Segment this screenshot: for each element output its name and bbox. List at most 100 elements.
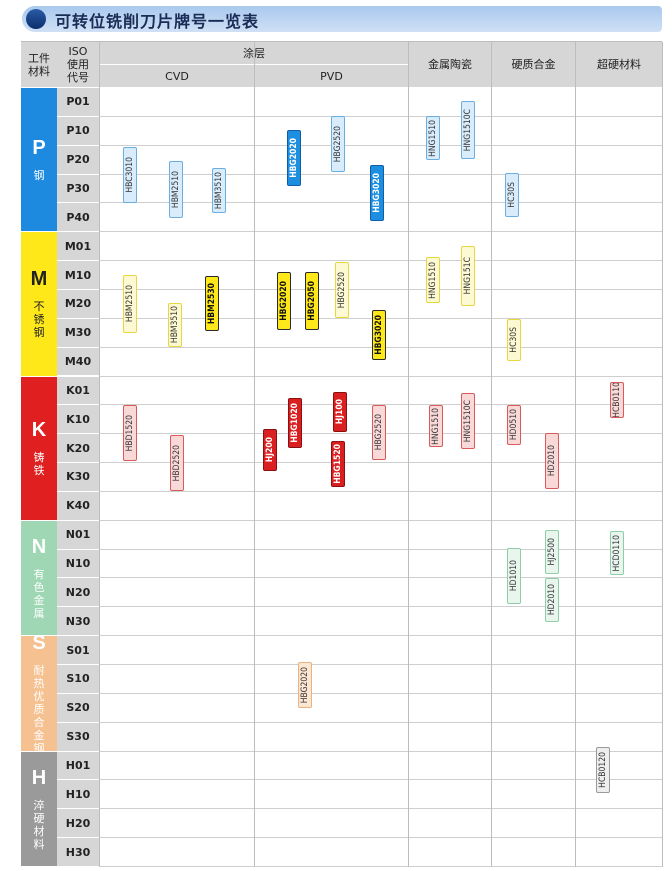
iso-code: P20: [57, 145, 99, 174]
grade-tag: HBG2520: [372, 405, 386, 460]
grade-label: HBG2020: [279, 281, 289, 321]
row-divider: [99, 606, 662, 608]
iso-code: K40: [57, 491, 99, 520]
grade-label: HBG1520: [333, 444, 343, 484]
grade-label: HBG2520: [337, 271, 347, 309]
grade-label: HC30S: [509, 327, 519, 353]
material-letter: N: [31, 535, 47, 558]
iso-code: N20: [57, 578, 99, 607]
row-divider: [99, 577, 662, 579]
grade-label: HCB0120: [598, 752, 608, 788]
header-carbide: 硬质合金: [492, 42, 575, 87]
material-name: 有色金属: [33, 567, 45, 620]
grade-tag: HBG1520: [331, 441, 345, 487]
grade-label: HBG3020: [372, 173, 382, 213]
grade-label: HNG1510: [428, 119, 438, 157]
grade-tag: HJ200: [263, 429, 277, 471]
grade-tag: HNG1510: [426, 116, 440, 160]
grade-tag: HBG2050: [305, 272, 319, 330]
iso-code: K20: [57, 434, 99, 463]
grade-tag: HNG1510C: [461, 101, 475, 159]
grade-label: HBM3510: [214, 171, 224, 210]
page-title: 可转位铣削刀片牌号一览表: [55, 12, 260, 31]
grade-label: HCD0110: [612, 534, 622, 572]
grade-label: HC30S: [507, 182, 517, 208]
iso-code: N01: [57, 520, 99, 549]
material-name: 铸铁: [33, 451, 45, 478]
grade-label: HBG2050: [307, 281, 317, 321]
row-divider: [99, 750, 662, 752]
grade-label: HD2010: [547, 445, 557, 477]
row-divider: [99, 692, 662, 694]
material-letter: K: [31, 419, 47, 442]
column-divider: [491, 42, 492, 867]
grade-label: HBM3510: [170, 306, 180, 344]
table-top-border: [21, 41, 662, 42]
grade-tag: HC30S: [505, 173, 519, 217]
column-divider: [99, 42, 100, 867]
iso-code: H20: [57, 809, 99, 838]
iso-code: S20: [57, 693, 99, 722]
iso-code: M30: [57, 318, 99, 347]
grade-tag: HBG3020: [372, 310, 386, 360]
row-divider: [99, 519, 662, 521]
iso-code: K30: [57, 463, 99, 491]
grade-tag: HBD1520: [123, 405, 137, 461]
grade-tag: HD2010: [545, 578, 559, 622]
grade-label: HNG1510: [428, 261, 438, 299]
grade-label: HBG3020: [374, 315, 384, 355]
material-group-m: M 不锈钢: [21, 232, 57, 376]
iso-code: K10: [57, 405, 99, 434]
grade-tag: HC30S: [507, 319, 521, 361]
row-divider: [99, 779, 662, 781]
iso-code: P01: [57, 88, 99, 116]
header-cermet: 金属陶瓷: [409, 42, 491, 87]
iso-code: N30: [57, 607, 99, 636]
iso-code: M20: [57, 289, 99, 318]
iso-code: S30: [57, 722, 99, 751]
iso-code: P10: [57, 116, 99, 145]
material-group-k: K 铸铁: [21, 376, 57, 520]
grade-tag: HBG2020: [298, 662, 312, 708]
grade-label: HBG1020: [290, 403, 300, 443]
grade-label: HD1010: [509, 560, 519, 592]
iso-code: P40: [57, 203, 99, 232]
header-superhard: 超硬材料: [576, 42, 662, 87]
grade-label: HNG1510C: [463, 399, 473, 443]
grade-tag: HJ100: [333, 392, 347, 432]
grade-label: HD0510: [509, 409, 519, 441]
grade-label: HJ200: [265, 437, 275, 463]
grade-tag: HCB0120: [596, 747, 610, 793]
row-divider: [99, 635, 662, 637]
material-letter: H: [31, 766, 47, 789]
grade-tag: HBG2020: [277, 272, 291, 330]
grade-label: HBD2520: [172, 444, 182, 482]
grade-tag: HNG1510C: [461, 393, 475, 449]
row-divider: [99, 837, 662, 839]
grade-tag: HBG3020: [370, 165, 384, 221]
iso-code: N10: [57, 549, 99, 578]
column-divider: [575, 42, 576, 867]
iso-code: M10: [57, 261, 99, 289]
grade-tag: HBM3510: [168, 303, 182, 347]
grade-label: HD2010: [547, 584, 557, 616]
material-group-n: N 有色金属: [21, 520, 57, 636]
title-bullet-icon: [26, 9, 46, 29]
grade-label: HBM2510: [171, 170, 181, 209]
iso-code: M40: [57, 347, 99, 376]
grade-tag: HNG1510: [426, 257, 440, 303]
row-divider: [99, 721, 662, 723]
grade-tag: HNG1510: [429, 405, 443, 447]
material-name: 钢: [33, 169, 45, 183]
grade-tag: HNG151C: [461, 246, 475, 306]
grade-label: HNG1510: [431, 407, 441, 445]
header-iso: ISO使用代号: [57, 42, 99, 87]
row-divider: [99, 144, 662, 146]
column-divider: [408, 42, 409, 867]
row-divider: [99, 664, 662, 665]
grade-label: HBG2020: [289, 138, 299, 178]
column-divider: [662, 42, 663, 867]
grade-tag: HBG2020: [287, 130, 301, 186]
material-group-h: H 淬硬材料: [21, 751, 57, 866]
